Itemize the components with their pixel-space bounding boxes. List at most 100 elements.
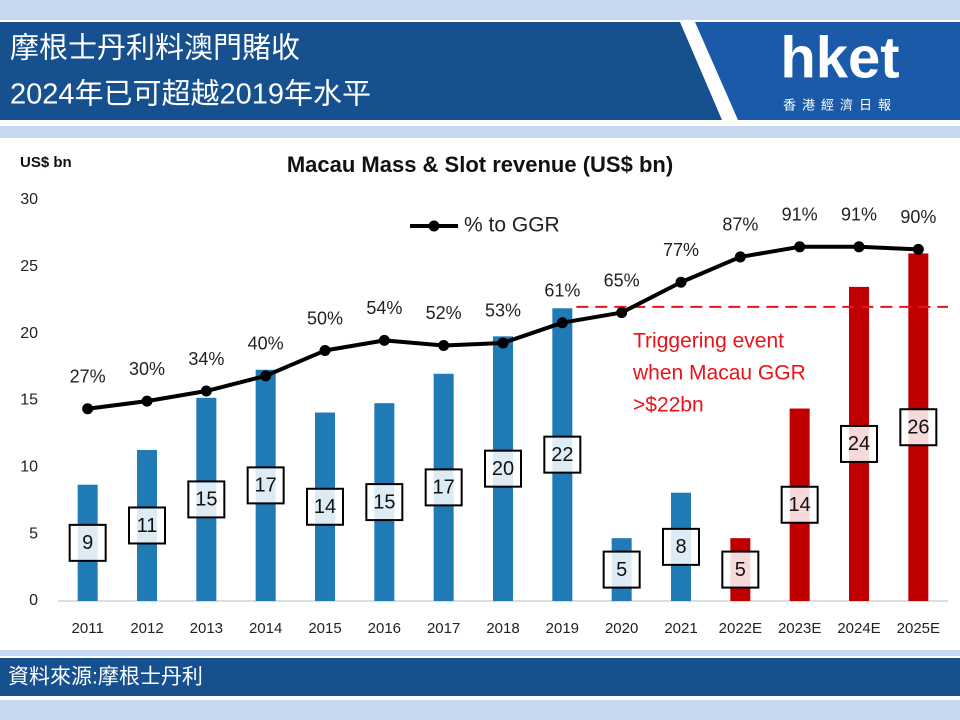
- x-tick-label: 2024E: [837, 620, 880, 637]
- line-point: [378, 334, 390, 346]
- line-point: [497, 337, 509, 349]
- x-tick-label: 2014: [249, 620, 282, 637]
- x-tick-label: 2015: [308, 620, 341, 637]
- logo: hket: [780, 25, 899, 90]
- x-tick-label: 2025E: [897, 620, 940, 637]
- line-value-label: 27%: [70, 366, 106, 386]
- line-value-label: 50%: [307, 308, 343, 328]
- top-strip: [0, 0, 960, 20]
- x-tick-label: 2019: [546, 620, 579, 637]
- line-point: [794, 241, 806, 253]
- logo-subtitle: 香港經濟日報: [783, 97, 897, 112]
- y-tick-label: 15: [20, 392, 38, 409]
- bar-value-label: 9: [82, 532, 93, 554]
- line-value-label: 91%: [841, 205, 877, 225]
- line-point: [853, 241, 865, 253]
- bar-value-label: 5: [735, 559, 746, 581]
- value-box: [721, 550, 760, 589]
- bar-value-label: 8: [675, 536, 686, 558]
- value-box: [365, 483, 404, 522]
- value-box: [543, 435, 582, 474]
- legend-label: % to GGR: [464, 214, 560, 237]
- line-point: [616, 307, 628, 319]
- x-tick-label: 2023E: [778, 620, 821, 637]
- line-value-label: 52%: [426, 303, 462, 323]
- line-value-label: 54%: [366, 298, 402, 318]
- y-tick-label: 25: [20, 258, 38, 275]
- value-box: [246, 466, 285, 505]
- line-point: [734, 251, 746, 263]
- bar-value-label: 14: [314, 496, 336, 518]
- value-box: [484, 449, 522, 488]
- bar-value-label: 20: [492, 458, 514, 480]
- value-box: [899, 408, 938, 447]
- line-value-label: 61%: [544, 280, 580, 300]
- line-value-label: 40%: [248, 334, 284, 354]
- line-point: [556, 317, 568, 329]
- line-point: [438, 339, 450, 351]
- line-point: [260, 370, 272, 382]
- line-value-label: 30%: [129, 359, 165, 379]
- x-tick-label: 2011: [72, 620, 104, 637]
- annotation: >$22bn: [633, 394, 704, 417]
- x-tick-label: 2021: [664, 620, 697, 637]
- value-box: [662, 527, 700, 566]
- value-box: [424, 468, 463, 507]
- y-tick-label: 30: [20, 191, 38, 208]
- line-value-label: 91%: [782, 205, 818, 225]
- line-value-label: 77%: [663, 240, 699, 260]
- divider: [0, 650, 960, 656]
- bottom-strip: [0, 700, 960, 720]
- bar-value-label: 24: [848, 433, 870, 455]
- title-line: 2024年已可超越2019年水平: [10, 78, 371, 111]
- x-tick-label: 2012: [130, 620, 163, 637]
- x-tick-label: 2020: [605, 620, 638, 637]
- source: 資料來源:摩根士丹利: [8, 666, 203, 689]
- x-tick-label: 2018: [486, 620, 519, 637]
- value-box: [68, 523, 107, 562]
- bar-value-label: 17: [255, 475, 277, 497]
- value-box: [128, 506, 166, 545]
- logo-banner: [695, 22, 960, 120]
- legend-marker: [428, 220, 440, 232]
- line-point: [319, 345, 331, 357]
- bar-value-label: 17: [433, 477, 455, 499]
- line-point: [200, 385, 212, 397]
- bar-value-label: 11: [137, 515, 158, 537]
- line-point: [141, 395, 153, 407]
- bar-value-label: 15: [373, 491, 395, 513]
- line-value-label: 65%: [604, 270, 640, 290]
- y-axis-label: US$ bn: [20, 154, 72, 171]
- y-tick-label: 0: [29, 592, 38, 609]
- annotation: Triggering event: [633, 330, 784, 353]
- line-value-label: 34%: [188, 349, 224, 369]
- line-point: [82, 403, 94, 415]
- bar-value-label: 26: [907, 417, 929, 439]
- line-point: [912, 243, 924, 255]
- value-box: [602, 550, 641, 589]
- x-tick-label: 2017: [427, 620, 460, 637]
- value-box: [306, 487, 344, 526]
- bar-value-label: 22: [551, 444, 573, 466]
- title-line: 摩根士丹利料澳門賭收: [10, 32, 300, 65]
- bar-value-label: 15: [195, 489, 217, 511]
- annotation: when Macau GGR: [632, 362, 806, 385]
- value-box: [840, 424, 878, 463]
- value-box: [780, 485, 819, 524]
- x-tick-label: 2013: [190, 620, 223, 637]
- title-banner: [0, 22, 722, 120]
- bar-value-label: 14: [789, 494, 811, 516]
- y-tick-label: 5: [29, 525, 38, 542]
- divider: [0, 126, 960, 138]
- y-tick-label: 20: [20, 325, 38, 342]
- chart-title: Macau Mass & Slot revenue (US$ bn): [287, 152, 673, 177]
- value-box: [187, 480, 226, 519]
- bar-value-label: 5: [616, 559, 627, 581]
- line-value-label: 90%: [900, 207, 936, 227]
- x-tick-label: 2022E: [719, 620, 762, 637]
- line-value-label: 53%: [485, 301, 521, 321]
- line-value-label: 87%: [722, 215, 758, 235]
- x-tick-label: 2016: [368, 620, 401, 637]
- y-tick-label: 10: [20, 459, 38, 476]
